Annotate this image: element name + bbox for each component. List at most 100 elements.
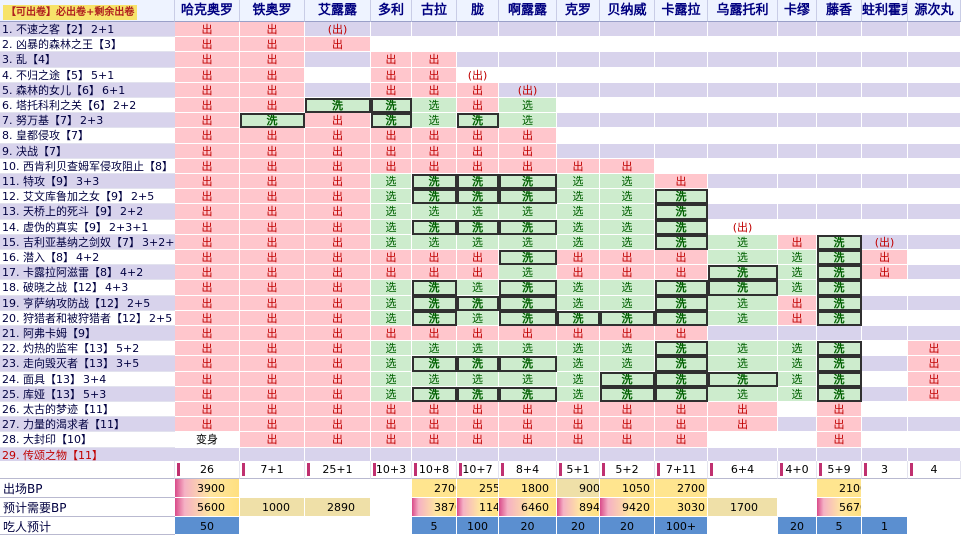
pick-box-cell[interactable]: 洗	[600, 371, 655, 387]
pick-cell[interactable]: 选	[778, 356, 817, 372]
pick-box-cell[interactable]: 洗	[655, 310, 708, 326]
empty-cell[interactable]	[817, 98, 862, 114]
out-cell[interactable]: 出	[240, 341, 305, 357]
bp-cell[interactable]: 50	[175, 517, 240, 535]
bp-cell[interactable]	[371, 479, 412, 498]
empty-cell[interactable]	[557, 37, 600, 53]
out-cell[interactable]: 出	[412, 128, 457, 144]
pick-cell[interactable]: 选	[457, 280, 499, 296]
out-cell[interactable]: 出	[371, 250, 412, 266]
out-cell[interactable]: 出	[240, 158, 305, 174]
out-cell[interactable]: 出	[457, 265, 499, 281]
pick-box-cell[interactable]: 洗	[817, 386, 862, 402]
empty-cell[interactable]	[778, 158, 817, 174]
empty-cell[interactable]	[655, 52, 708, 68]
empty-cell[interactable]	[708, 432, 778, 448]
pick-box-cell[interactable]: 洗	[655, 295, 708, 311]
out-cell[interactable]: 出	[412, 52, 457, 68]
out-cell[interactable]: 出	[175, 22, 240, 38]
empty-cell[interactable]	[708, 158, 778, 174]
empty-cell[interactable]	[778, 417, 817, 433]
empty-cell[interactable]	[557, 82, 600, 98]
empty-cell[interactable]	[908, 295, 961, 311]
empty-cell[interactable]	[817, 37, 862, 53]
out-cell[interactable]: 出	[862, 265, 908, 281]
out-cell[interactable]: 出	[371, 67, 412, 83]
empty-cell[interactable]	[708, 204, 778, 220]
empty-cell[interactable]	[557, 98, 600, 114]
bp-cell[interactable]	[371, 498, 412, 517]
out-cell[interactable]: 出	[305, 250, 371, 266]
bp-cell[interactable]: 2890	[305, 498, 371, 517]
bp-cell[interactable]	[240, 479, 305, 498]
out-cell[interactable]: 出	[240, 189, 305, 205]
pick-box-cell[interactable]: 洗	[655, 280, 708, 296]
empty-cell[interactable]	[655, 158, 708, 174]
out-cell[interactable]: 出	[305, 37, 371, 53]
pick-cell[interactable]: 选	[412, 98, 457, 114]
out-cell[interactable]: 出	[240, 234, 305, 250]
out-cell[interactable]: 出	[240, 417, 305, 433]
pick-box-cell[interactable]: 洗	[412, 280, 457, 296]
bp-cell[interactable]: 5	[412, 517, 457, 535]
out-cell[interactable]: 出	[371, 402, 412, 418]
empty-cell[interactable]	[371, 37, 412, 53]
bp-cell[interactable]: 3900	[175, 479, 240, 498]
empty-cell[interactable]	[908, 189, 961, 205]
out-cell[interactable]: 出	[817, 417, 862, 433]
bp-cell[interactable]	[240, 517, 305, 535]
out-cell[interactable]: 出	[175, 37, 240, 53]
out-cell[interactable]: 出	[175, 113, 240, 129]
pick-cell[interactable]: 选	[371, 174, 412, 190]
out-cell[interactable]: 出	[371, 326, 412, 342]
empty-cell[interactable]	[778, 98, 817, 114]
empty-cell[interactable]	[499, 22, 557, 38]
empty-cell[interactable]	[862, 219, 908, 235]
out-cell[interactable]: 出	[557, 432, 600, 448]
out-cell[interactable]: 出	[305, 174, 371, 190]
empty-cell[interactable]	[862, 98, 908, 114]
out-cell[interactable]: 出	[305, 280, 371, 296]
bp-cell[interactable]	[908, 517, 961, 535]
optional-out-cell[interactable]: (出)	[305, 22, 371, 38]
pick-box-cell[interactable]: 洗	[457, 219, 499, 235]
out-cell[interactable]: 出	[457, 432, 499, 448]
pick-cell[interactable]: 选	[457, 371, 499, 387]
pick-cell[interactable]: 选	[708, 341, 778, 357]
pick-box-cell[interactable]: 洗	[655, 219, 708, 235]
count-cell[interactable]: 7+1	[240, 461, 305, 479]
column-header[interactable]: 啊露露	[499, 0, 557, 22]
out-cell[interactable]: 出	[655, 174, 708, 190]
empty-cell[interactable]	[862, 67, 908, 83]
empty-cell[interactable]	[557, 67, 600, 83]
out-cell[interactable]: 出	[305, 386, 371, 402]
out-cell[interactable]: 出	[305, 113, 371, 129]
empty-cell[interactable]	[817, 143, 862, 159]
pick-cell[interactable]: 选	[499, 234, 557, 250]
out-cell[interactable]: 出	[908, 386, 961, 402]
count-cell[interactable]: 4+0	[778, 461, 817, 479]
out-cell[interactable]: 出	[371, 432, 412, 448]
out-cell[interactable]: 出	[305, 128, 371, 144]
bp-cell[interactable]: 2700	[655, 479, 708, 498]
bp-cell[interactable]	[371, 517, 412, 535]
out-cell[interactable]: 出	[600, 326, 655, 342]
out-cell[interactable]: 出	[655, 432, 708, 448]
pick-cell[interactable]: 选	[371, 280, 412, 296]
out-cell[interactable]: 出	[240, 143, 305, 159]
pick-box-cell[interactable]: 洗	[817, 280, 862, 296]
pick-box-cell[interactable]: 洗	[457, 113, 499, 129]
out-cell[interactable]: 出	[305, 234, 371, 250]
out-cell[interactable]: 出	[412, 432, 457, 448]
out-cell[interactable]: 出	[175, 265, 240, 281]
pick-cell[interactable]: 选	[600, 189, 655, 205]
empty-cell[interactable]	[557, 22, 600, 38]
empty-cell[interactable]	[708, 113, 778, 129]
pick-box-cell[interactable]: 洗	[499, 280, 557, 296]
pick-cell[interactable]: 选	[708, 386, 778, 402]
pick-cell[interactable]: 选	[412, 204, 457, 220]
pick-cell[interactable]: 选	[371, 341, 412, 357]
out-cell[interactable]: 出	[371, 265, 412, 281]
optional-out-cell[interactable]: (出)	[862, 234, 908, 250]
out-cell[interactable]: 出	[305, 432, 371, 448]
